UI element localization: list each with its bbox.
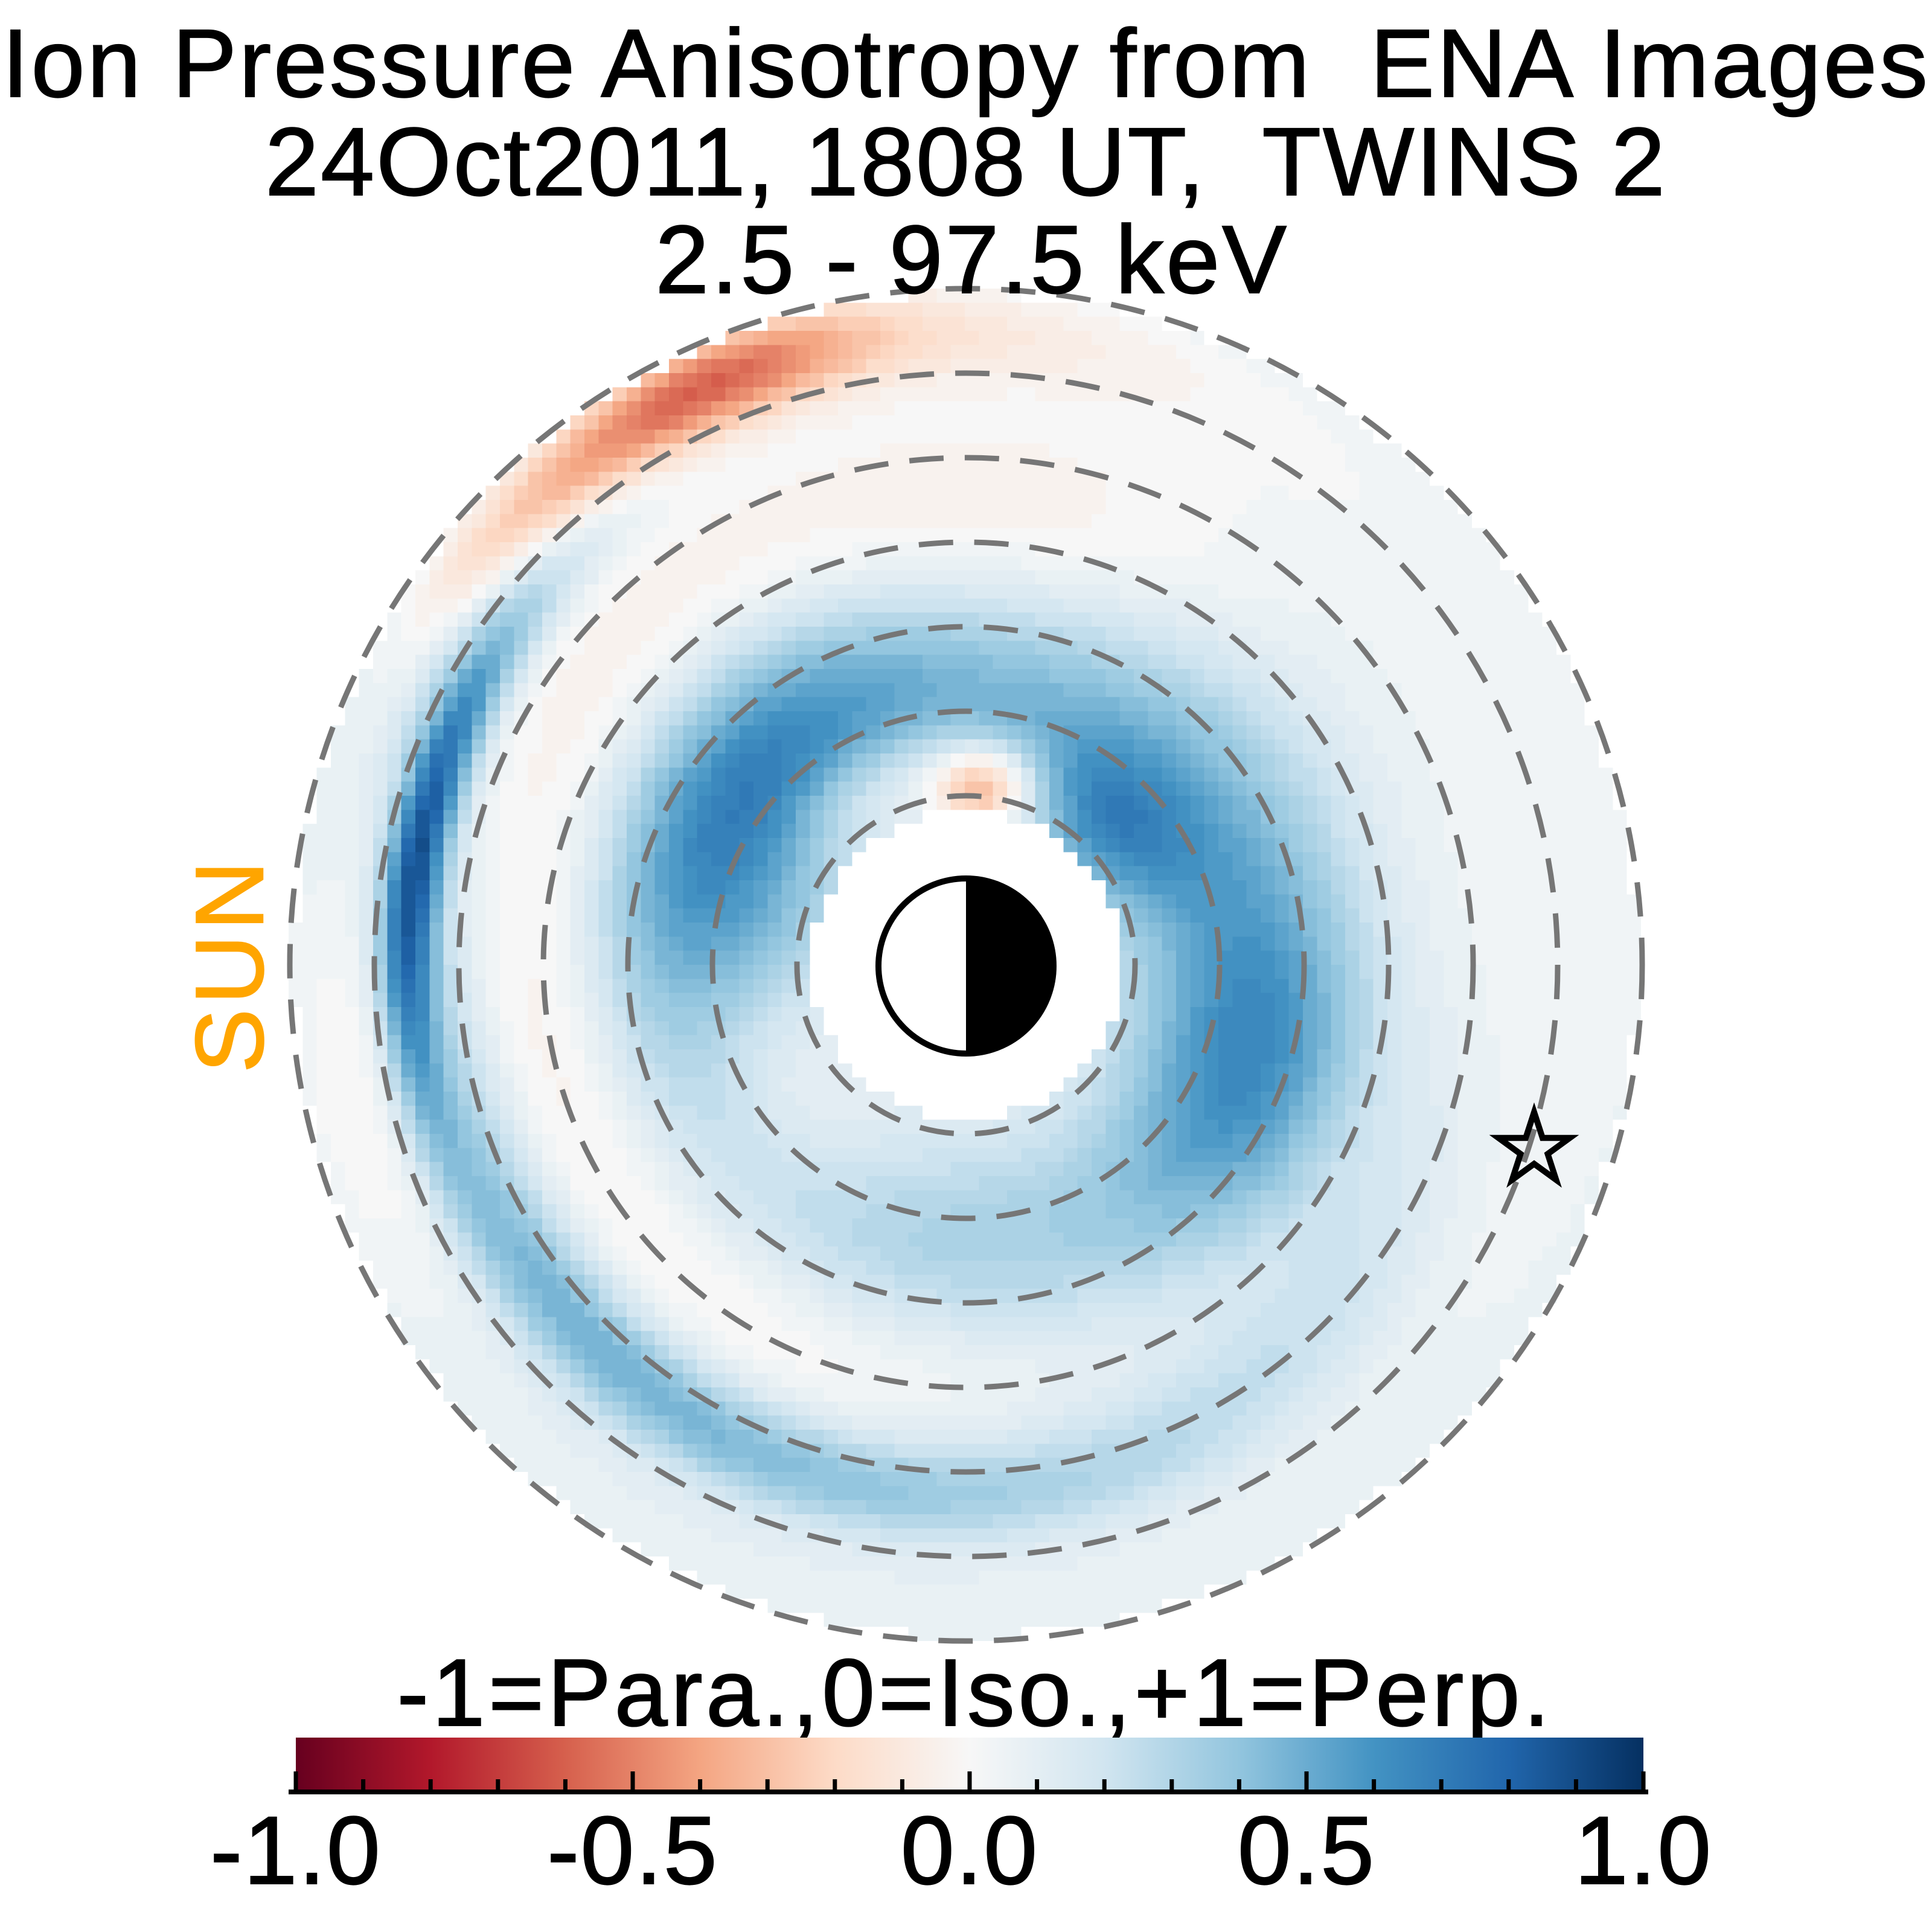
svg-text:0.0: 0.0: [901, 1796, 1038, 1904]
svg-text:1.0: 1.0: [1575, 1796, 1712, 1904]
svg-text:-1.0: -1.0: [210, 1796, 382, 1904]
svg-text:0.5: 0.5: [1238, 1796, 1375, 1904]
svg-text:-0.5: -0.5: [547, 1796, 718, 1904]
